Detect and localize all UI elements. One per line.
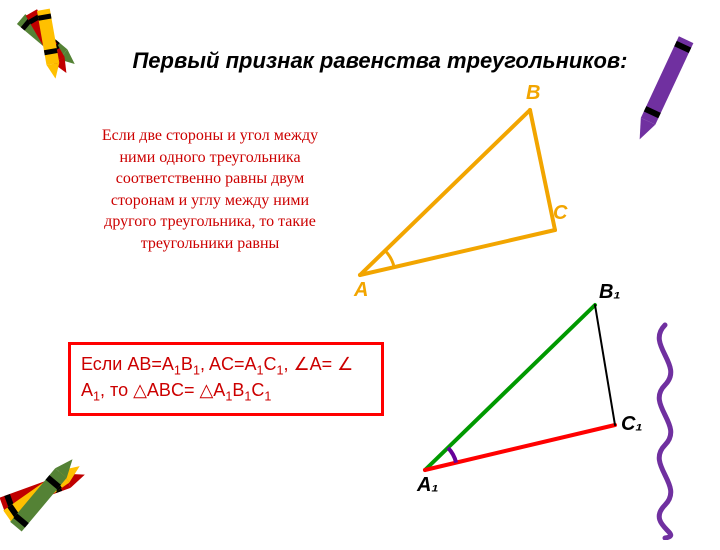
crayon-bundle-top-left-icon	[0, 0, 100, 100]
crayon-top-right-icon	[619, 18, 710, 153]
vertex-label-a1: A₁	[417, 474, 438, 497]
vertex-label-b: B	[526, 82, 540, 105]
page-title: Первый признак равенства треугольников:	[100, 48, 660, 74]
vertex-label-a: A	[354, 279, 368, 302]
vertex-label-b1: B₁	[599, 281, 620, 304]
squiggle-icon	[640, 320, 690, 540]
formula-content: Если AB=A1B1, AC=A1C1, ∠A= ∠ A1, то △ABC…	[81, 354, 353, 400]
formula-box: Если AB=A1B1, AC=A1C1, ∠A= ∠ A1, то △ABC…	[68, 342, 384, 416]
vertex-label-c: C	[553, 202, 567, 225]
crayon-bundle-bottom-left-icon	[0, 430, 130, 550]
theorem-text: Если две стороны и угол между ними одног…	[95, 125, 325, 255]
